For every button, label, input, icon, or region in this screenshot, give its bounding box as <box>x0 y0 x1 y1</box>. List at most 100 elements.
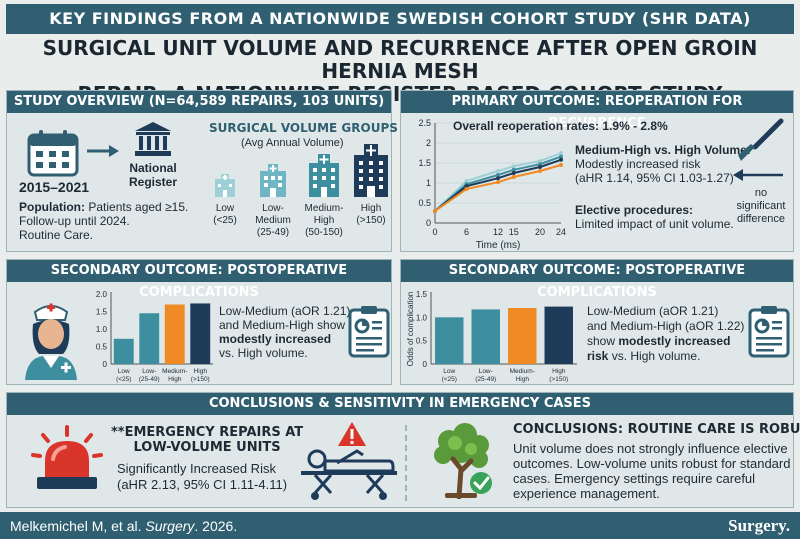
population-text: Population: Patients aged ≥15. Follow-up… <box>19 200 189 242</box>
series-point-0 <box>538 159 542 163</box>
bar-2 <box>164 304 185 364</box>
group-label-high: High (>150) <box>356 203 386 226</box>
group-label-medium-high: Medium- High (50-150) <box>304 203 344 238</box>
x-tick-label: 0 <box>432 227 437 237</box>
x-tick-label: 12 <box>493 227 503 237</box>
series-point-3 <box>464 187 469 191</box>
calendar-icon <box>27 130 79 177</box>
mh-comparison: Medium-High vs. High Volume: Modestly in… <box>575 143 751 185</box>
x-axis-label: Time (ms) <box>476 240 521 251</box>
y-tick-label: 1.5 <box>96 308 108 317</box>
y-tick-label: 1.5 <box>418 158 431 168</box>
series-point-2 <box>496 176 500 181</box>
register-building-icon <box>135 122 171 156</box>
nurse-icon <box>25 303 77 380</box>
series-point-0 <box>496 169 500 173</box>
category-label: Low- <box>479 368 493 375</box>
series-point-2 <box>538 165 542 169</box>
group-label-low-medium: Low- Medium (25-49) <box>255 203 291 238</box>
bar-0 <box>113 338 134 364</box>
footer: Melkemichel M, et al. Surgery. 2026. Sur… <box>0 512 800 539</box>
x-tick-label: 15 <box>509 227 519 237</box>
study-overview-panel: STUDY OVERVIEW (N=64,589 REPAIRS, 103 UN… <box>6 90 398 252</box>
secondary-outcome-left-panel: SECONDARY OUTCOME: POSTOPERATIVE COMPLIC… <box>6 259 392 385</box>
category-label: Low <box>118 368 130 375</box>
y-tick-label: 0.5 <box>416 337 428 346</box>
category-label: Low- <box>142 368 156 375</box>
y-tick-label: 2.0 <box>96 290 108 299</box>
arrow-right-icon <box>87 145 119 157</box>
journal-brand: Surgery. <box>728 516 790 535</box>
volume-groups-subtitle: (Avg Annual Volume) <box>241 137 344 149</box>
no-change-arrow-icon <box>733 169 783 181</box>
series-point-3 <box>433 209 437 213</box>
reoperation-line-chart: 0 0.5 1 1.5 2 2.5 0 6 12 15 20 24 Time (ms) <box>418 118 566 251</box>
series-point-0 <box>559 151 563 155</box>
category-label: (>150) <box>549 376 568 383</box>
category-label: Medium- <box>510 368 535 375</box>
x-tick-label: 20 <box>535 227 545 237</box>
volume-groups-title: SURGICAL VOLUME GROUPS <box>209 121 398 135</box>
no-significant-difference: no significant difference <box>736 187 786 225</box>
conclusions-text: Unit volume does not strongly influence … <box>513 441 791 501</box>
citation: Melkemichel M, et al. Surgery. 2026. <box>10 518 238 534</box>
y-tick-label: 0 <box>426 218 431 228</box>
conclusions-header: CONCLUSIONS & SENSITIVITY IN EMERGENCY C… <box>7 393 793 415</box>
elective-note: Elective procedures: Limited impact of u… <box>575 203 734 231</box>
study-overview-header: STUDY OVERVIEW (N=64,589 REPAIRS, 103 UN… <box>7 91 391 113</box>
category-label: High <box>194 368 208 375</box>
series-line-2 <box>434 158 562 212</box>
title-line-1: SURGICAL UNIT VOLUME AND RECURRENCE AFTE… <box>42 36 758 83</box>
hospital-icon-high <box>354 144 388 197</box>
conclusions-title: CONCLUSIONS: ROUTINE CARE IS ROBUST <box>513 422 800 437</box>
primary-outcome-panel: PRIMARY OUTCOME: REOPERATION FOR RECURRE… <box>400 90 794 252</box>
series-point-0 <box>511 164 516 169</box>
overall-rates: Overall reoperation rates: 1.9% - 2.8% <box>453 119 668 133</box>
y-tick-label: 0 <box>423 360 428 369</box>
y-tick-label: 1.0 <box>416 313 428 322</box>
scalpel-icon <box>738 118 784 161</box>
series-point-2 <box>559 157 563 162</box>
series-point-1 <box>496 173 500 177</box>
group-label-low: Low (<25) <box>213 203 237 226</box>
series-point-1 <box>511 167 516 172</box>
bar-2 <box>508 308 537 364</box>
category-label: (<25) <box>116 376 131 383</box>
x-tick-label: 24 <box>556 227 566 237</box>
y-tick-label: 2.5 <box>418 118 431 128</box>
x-tick-label: 6 <box>464 227 469 237</box>
primary-outcome-header: PRIMARY OUTCOME: REOPERATION FOR RECURRE… <box>401 91 793 131</box>
bar-3 <box>544 306 573 364</box>
series-point-3 <box>538 169 542 173</box>
series-point-3 <box>496 180 500 185</box>
emergency-title: **EMERGENCY REPAIRS AT LOW-VOLUME UNITS <box>111 425 304 455</box>
tree-icon <box>434 423 492 499</box>
category-label: High <box>516 376 530 383</box>
conclusions-divider <box>405 425 407 501</box>
series-point-3 <box>511 175 516 179</box>
patient-stretcher-icon <box>301 449 397 500</box>
hospital-icon-low <box>215 174 235 197</box>
y-tick-label: 0 <box>103 360 108 369</box>
warning-icon <box>338 422 366 446</box>
siren-icon <box>31 425 103 489</box>
series-point-3 <box>559 163 563 167</box>
category-label: (<25) <box>442 376 457 383</box>
study-years: 2015–2021 <box>19 179 90 195</box>
secondary-outcome-right-header: SECONDARY OUTCOME: POSTOPERATIVE COMPLIC… <box>401 260 793 300</box>
category-label: Medium- <box>162 368 187 375</box>
clipboard-chart-icon <box>348 306 390 358</box>
category-label: High <box>552 368 566 375</box>
complications-bar-chart-right: 00.51.01.5Low(<25)Low-(25-49)Medium-High… <box>406 290 577 383</box>
series-point-2 <box>511 171 516 175</box>
y-tick-label: 1.5 <box>416 290 428 299</box>
y-tick-label: 2 <box>426 138 431 148</box>
y-axis-label: Odds of complication <box>406 292 415 367</box>
clipboard-chart-icon <box>748 306 790 358</box>
series-point-2 <box>464 184 469 189</box>
series-line-3 <box>434 164 562 212</box>
series-point-1 <box>559 154 563 159</box>
series-point-1 <box>538 162 542 167</box>
y-tick-label: 1 <box>426 178 431 188</box>
secondary-outcome-right-panel: SECONDARY OUTCOME: POSTOPERATIVE COMPLIC… <box>400 259 794 385</box>
